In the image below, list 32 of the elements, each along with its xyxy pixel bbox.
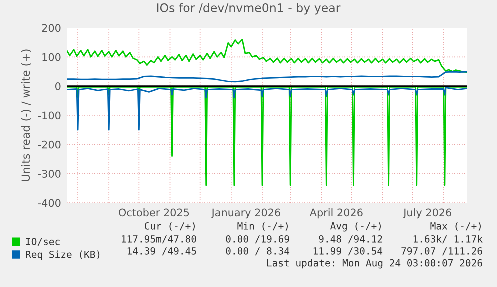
text: Avg (-/+) [330,222,381,232]
line-series [67,38,467,74]
x-tick-label: April 2026 [310,208,363,219]
text: 117.95m/47.80 [122,235,196,244]
text: Max (-/+) [430,222,481,231]
line-series [67,87,467,131]
y-tick-label: 200 [42,24,61,32]
text: Cur (-/+) [144,222,195,231]
y-tick-label: -400 [38,199,61,208]
legend-label: IO/sec [26,238,60,246]
text: 9.48 /94.12 [319,235,382,244]
text: 797.07 /111.26 [402,247,482,256]
text: 0.00 / 8.34 [226,247,290,256]
text: Min (-/+) [238,222,288,231]
x-tick-label: January 2026 [211,208,280,219]
y-tick-label: 0 [56,82,61,90]
text: Last update: Mon Aug 24 03:00:07 2026 [267,259,482,269]
text: 11.99 /30.54 [314,247,383,256]
text: 14.39 /49.45 [128,247,196,256]
x-tick-label: October 2025 [119,208,190,217]
line-series [67,71,467,83]
text: 0.00 /19.69 [226,235,290,244]
legend-label: Req Size (KB) [26,250,100,260]
y-axis-title: Units read (-) / write (+) [21,50,32,182]
chart-title: IOs for /dev/nvme0n1 - by year [157,3,341,15]
y-tick-label: 100 [42,53,61,62]
y-tick-label: -300 [38,170,61,178]
y-tick-label: -200 [38,140,61,149]
y-tick-label: -100 [38,112,61,120]
line-series [67,86,467,186]
x-tick-label: July 2026 [403,208,452,219]
text: 1.63k/ 1.17k [414,235,483,244]
